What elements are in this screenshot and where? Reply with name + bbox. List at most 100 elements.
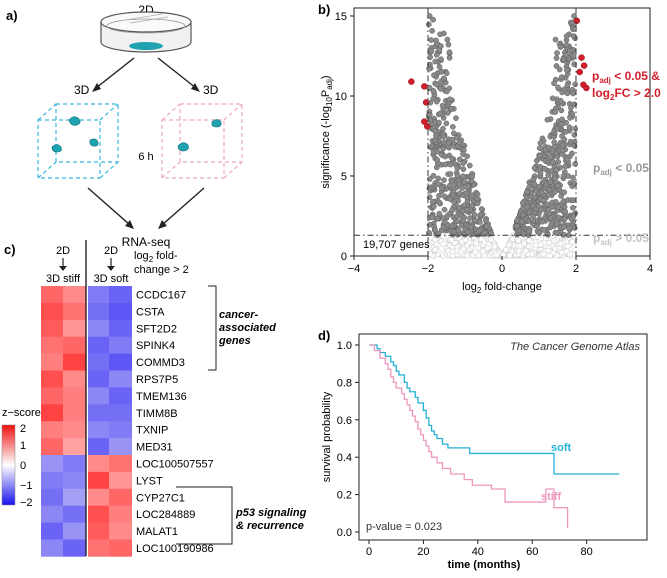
group2-line1: p53 signaling bbox=[235, 507, 307, 519]
volcano-sig-point bbox=[433, 81, 440, 88]
volcano-highlight-point bbox=[578, 54, 585, 61]
volcano-ns-point bbox=[463, 252, 470, 259]
volcano-sig-point bbox=[554, 183, 561, 189]
heatmap-gene-label: TIMM8B bbox=[136, 408, 178, 420]
heatmap-gene-label: SPINK4 bbox=[136, 340, 175, 352]
volcano-ns-point bbox=[432, 246, 438, 253]
zscore-tick-label: −1 bbox=[20, 480, 33, 492]
volcano-axes: −4 −2 0 2 4 0 5 10 15 bbox=[335, 11, 653, 275]
volcano-sig-point bbox=[425, 21, 432, 28]
heatmap-gene-label: CSTA bbox=[136, 306, 165, 318]
volcano-sig-point bbox=[526, 184, 533, 190]
volcano-sig-point bbox=[553, 229, 560, 236]
survival-ylabel: survival probability bbox=[321, 391, 333, 482]
volcano-sig-point bbox=[537, 152, 543, 159]
volcano-sig-point bbox=[561, 231, 567, 238]
volcano-sig-point bbox=[563, 42, 570, 49]
volcano-sig-point bbox=[442, 153, 449, 160]
volcano-sig-point bbox=[547, 154, 554, 161]
heatmap-cell bbox=[88, 319, 109, 337]
heatmap-cell bbox=[63, 404, 86, 422]
heatmap-cell bbox=[88, 353, 109, 371]
volcano-sig-point bbox=[468, 223, 474, 230]
volcano-sig-point bbox=[464, 206, 471, 213]
arrow-to-soft bbox=[157, 57, 197, 89]
volcano-sig-point bbox=[558, 107, 565, 114]
survival-xtick-label: 80 bbox=[581, 546, 593, 558]
volcano-sig-point bbox=[570, 204, 576, 211]
volcano-sig-point bbox=[436, 199, 443, 206]
volcano-sig-point bbox=[471, 212, 478, 218]
volcano-sig-point bbox=[440, 125, 446, 132]
heatmap-gene-label: LOC100190986 bbox=[136, 543, 214, 555]
heatmap-cell bbox=[88, 488, 109, 506]
annotation-padj-nonsignificant: padj > 0.05 bbox=[593, 231, 649, 247]
heatmap-cell bbox=[41, 370, 63, 388]
heatmap-cell bbox=[63, 319, 86, 337]
volcano-sig-point bbox=[552, 36, 559, 43]
heatmap-cell bbox=[109, 539, 132, 557]
heatmap-cell bbox=[63, 522, 86, 540]
volcano-sig-point bbox=[526, 228, 532, 234]
volcano-sig-point bbox=[428, 37, 435, 43]
volcano-sig-point bbox=[426, 112, 433, 118]
volcano-sig-point bbox=[567, 138, 574, 145]
heatmap-cell bbox=[109, 488, 132, 506]
volcano-sig-point bbox=[547, 178, 554, 185]
volcano-sig-point bbox=[447, 161, 454, 168]
volcano-ns-point bbox=[563, 248, 570, 255]
volcano-sig-point bbox=[456, 156, 463, 163]
heatmap-cell bbox=[63, 471, 86, 490]
volcano-sig-point bbox=[572, 160, 579, 167]
zscore-colorbar bbox=[1, 424, 16, 506]
volcano-sig-point bbox=[551, 139, 558, 146]
volcano-ns-point bbox=[487, 236, 494, 243]
volcano-sig-point bbox=[460, 160, 466, 167]
volcano-sig-point bbox=[530, 213, 536, 220]
panel-a: a) 2D 3D 3D bbox=[6, 3, 243, 249]
volcano-nonsignificant-points bbox=[426, 232, 578, 259]
volcano-ns-point bbox=[450, 248, 456, 255]
volcano-sig-point bbox=[432, 137, 439, 144]
volcano-ns-point bbox=[537, 241, 544, 248]
volcano-sig-point bbox=[553, 55, 560, 61]
heatmap-cell bbox=[63, 387, 86, 405]
volcano-sig-point bbox=[444, 110, 451, 116]
volcano-xlabel: log2 fold-change bbox=[462, 281, 542, 295]
volcano-sig-point bbox=[448, 223, 455, 230]
volcano-thresholds bbox=[354, 8, 650, 256]
stiff-hydrogel-cube-icon bbox=[37, 103, 119, 179]
heatmap-col1-bottom: 3D stiff bbox=[46, 273, 81, 285]
heatmap-cell bbox=[88, 539, 109, 557]
heatmap-cell bbox=[88, 438, 109, 456]
volcano-sig-point bbox=[436, 210, 443, 217]
bracket-p53-genes bbox=[176, 486, 233, 545]
survival-xlabel: time (months) bbox=[448, 559, 521, 571]
volcano-sig-point bbox=[537, 170, 544, 176]
volcano-sig-point bbox=[432, 227, 438, 233]
zscore-tick-label: 1 bbox=[20, 440, 26, 452]
volcano-sig-point bbox=[440, 75, 447, 82]
group1-line3: genes bbox=[218, 335, 251, 347]
survival-pvalue: p-value = 0.023 bbox=[366, 521, 442, 533]
heatmap-cell bbox=[41, 286, 63, 304]
survival-soft-label: soft bbox=[551, 442, 572, 454]
volcano-sig-point bbox=[430, 173, 437, 179]
volcano-sig-point bbox=[439, 102, 446, 109]
volcano-sig-point bbox=[454, 164, 461, 171]
volcano-sig-point bbox=[538, 189, 545, 196]
panel-a-3d-right-label: 3D bbox=[203, 83, 219, 97]
volcano-sig-point bbox=[439, 185, 445, 191]
volcano-sig-point bbox=[436, 192, 442, 199]
volcano-ns-point bbox=[523, 247, 529, 254]
volcano-sig-point bbox=[570, 53, 577, 59]
volcano-ytick-label: 0 bbox=[341, 251, 347, 263]
volcano-sig-point bbox=[557, 44, 564, 50]
heatmap-cell bbox=[88, 336, 109, 354]
volcano-sig-point bbox=[552, 198, 559, 205]
volcano-sig-point bbox=[446, 49, 453, 56]
heatmap-cell bbox=[88, 387, 109, 405]
volcano-sig-point bbox=[562, 52, 569, 58]
